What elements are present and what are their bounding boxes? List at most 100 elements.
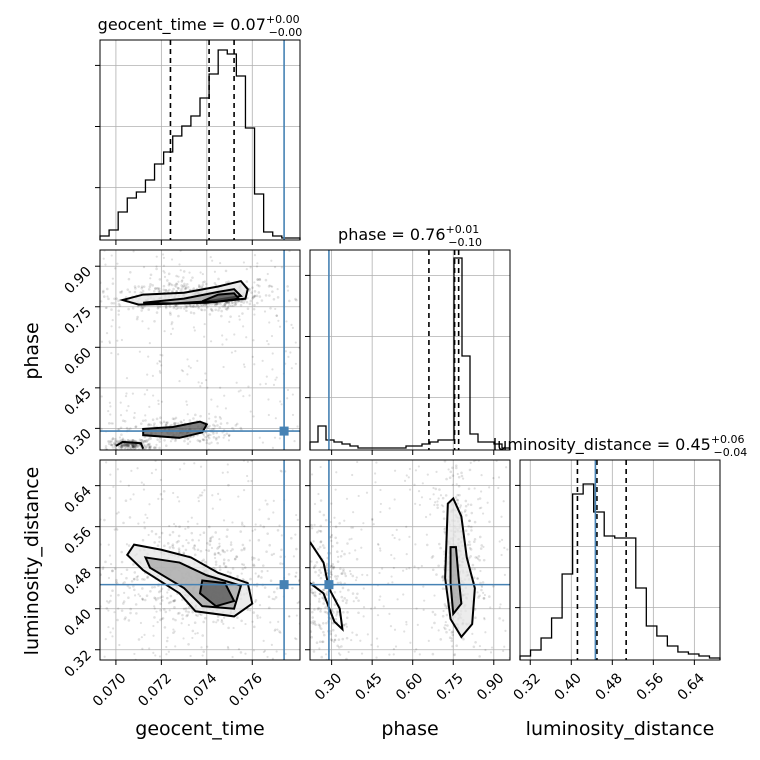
sample-point — [117, 299, 120, 303]
sample-point — [229, 543, 233, 546]
sample-point — [149, 437, 153, 440]
sample-point — [335, 614, 338, 617]
sample-point — [168, 305, 172, 309]
sample-point — [405, 567, 408, 571]
sample-point — [103, 295, 106, 298]
sample-point — [117, 353, 120, 356]
sample-point — [159, 305, 162, 308]
sample-point — [159, 437, 162, 440]
sample-point — [425, 533, 428, 536]
sample-point — [225, 338, 228, 341]
sample-point — [262, 639, 265, 643]
sample-point — [436, 506, 439, 510]
sample-point — [126, 443, 129, 447]
sample-point — [177, 534, 181, 538]
sample-point — [100, 300, 103, 303]
sample-point — [168, 533, 172, 537]
sample-point — [223, 550, 226, 554]
sample-point — [478, 497, 482, 500]
sample-point — [141, 419, 145, 423]
sample-point — [336, 644, 339, 648]
sample-point — [246, 307, 250, 310]
sample-point — [123, 617, 127, 621]
sample-point — [186, 437, 190, 441]
sample-point — [334, 586, 337, 589]
sample-point — [126, 439, 130, 442]
sample-point — [159, 420, 162, 424]
sample-point — [256, 301, 259, 305]
sample-point — [179, 420, 183, 423]
sample-point — [156, 596, 160, 600]
sample-point — [336, 560, 340, 563]
sample-point — [138, 443, 141, 447]
sample-point — [201, 491, 204, 494]
sample-point — [216, 615, 220, 618]
tick-label-luminosity_distance: 0.56 — [61, 524, 94, 557]
sample-point — [255, 294, 259, 298]
sample-point — [473, 567, 476, 571]
sample-point — [169, 313, 172, 316]
sample-point — [126, 444, 130, 448]
sample-point — [133, 447, 136, 450]
sample-point — [160, 400, 164, 403]
sample-point — [253, 625, 256, 629]
sample-point — [416, 623, 419, 626]
sample-point — [303, 573, 306, 576]
sample-point — [182, 607, 186, 611]
sample-point — [132, 444, 135, 447]
sample-point — [482, 545, 485, 548]
sample-point — [178, 500, 181, 503]
sample-point — [180, 622, 183, 625]
sample-point — [210, 546, 214, 550]
sample-point — [271, 352, 274, 355]
sample-point — [275, 314, 279, 317]
sample-point — [120, 572, 123, 576]
sample-point — [136, 444, 140, 448]
sample-point — [201, 303, 204, 307]
sample-point — [163, 330, 166, 333]
sample-point — [393, 557, 396, 560]
sample-point — [111, 443, 114, 447]
sample-point — [231, 521, 234, 524]
sample-point — [223, 304, 227, 307]
sample-point — [347, 650, 350, 654]
sample-point — [113, 528, 116, 531]
sample-point — [342, 610, 345, 614]
sample-point — [151, 374, 155, 378]
sample-point — [274, 596, 278, 599]
sample-point — [118, 326, 121, 329]
sample-point — [166, 542, 170, 545]
sample-point — [147, 533, 150, 537]
sample-point — [321, 640, 324, 644]
truth-marker — [279, 426, 289, 436]
sample-point — [398, 538, 401, 541]
sample-point — [124, 394, 128, 398]
sample-point — [230, 304, 233, 308]
sample-point — [288, 250, 291, 253]
sample-point — [186, 373, 189, 376]
sample-point — [301, 597, 304, 600]
sample-point — [284, 652, 287, 655]
sample-point — [198, 440, 202, 443]
sample-point — [498, 617, 501, 620]
sample-point — [221, 334, 224, 337]
sample-point — [132, 588, 136, 592]
sample-point — [408, 567, 411, 570]
sample-point — [163, 271, 166, 274]
sample-point — [344, 622, 348, 626]
sample-point — [252, 339, 255, 342]
sample-point — [321, 588, 325, 592]
sample-point — [274, 378, 277, 381]
sample-point — [277, 319, 280, 322]
sample-point — [186, 613, 189, 617]
sample-point — [310, 473, 314, 476]
sample-point — [331, 567, 335, 570]
sample-point — [184, 284, 187, 288]
sample-point — [178, 549, 181, 552]
sample-point — [147, 288, 151, 291]
sample-point — [189, 279, 193, 282]
sample-point — [390, 553, 393, 557]
sample-point — [130, 443, 134, 447]
sample-point — [241, 521, 244, 524]
sample-point — [158, 440, 162, 443]
